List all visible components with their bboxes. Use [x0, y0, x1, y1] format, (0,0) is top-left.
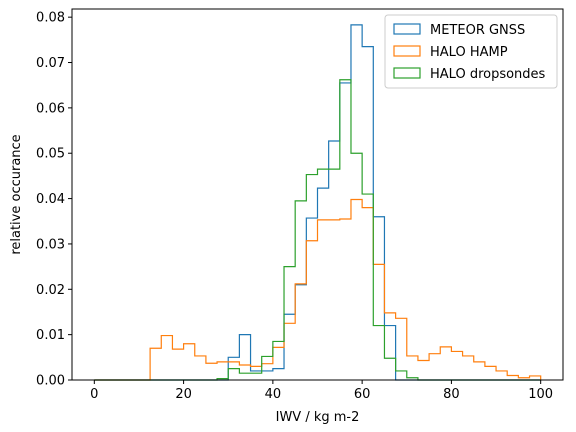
x-tick-label: 20	[175, 387, 192, 402]
y-tick-label: 0.08	[36, 11, 65, 26]
legend-swatch	[393, 67, 421, 79]
y-axis-label: relative occurance	[9, 134, 24, 254]
legend-swatch	[393, 45, 421, 57]
y-tick-label: 0.04	[36, 192, 65, 207]
x-tick-label: 0	[90, 387, 98, 402]
y-tick-label: 0.01	[36, 328, 65, 343]
x-axis-label: IWV / kg m-2	[276, 410, 360, 425]
legend: METEOR GNSS HALO HAMP HALO dropsondes	[384, 14, 558, 89]
y-tick-label: 0.06	[36, 101, 65, 116]
axes-frame	[71, 8, 564, 381]
x-tick-label: 80	[443, 387, 460, 402]
y-tick-label: 0.00	[36, 374, 65, 389]
y-tick-label: 0.05	[36, 147, 65, 162]
y-axis-ticks: 0.00 0.01 0.02 0.03 0.04 0.05 0.06 0.07 0.08	[36, 11, 72, 389]
histogram-series-2	[94, 198, 542, 381]
y-tick-label: 0.03	[36, 237, 65, 252]
legend-swatch	[393, 23, 421, 35]
x-axis-ticks: 0 20 40 60 80 100	[90, 380, 553, 402]
x-tick-label: 100	[528, 387, 553, 402]
y-tick-label: 0.02	[36, 283, 65, 298]
x-tick-label: 40	[265, 387, 282, 402]
legend-label: HALO HAMP	[430, 45, 508, 60]
x-tick-label: 60	[354, 387, 371, 402]
legend-label: HALO dropsondes	[430, 67, 546, 82]
legend-box	[384, 14, 558, 89]
legend-label: METEOR GNSS	[430, 23, 525, 38]
y-tick-label: 0.07	[36, 56, 65, 71]
